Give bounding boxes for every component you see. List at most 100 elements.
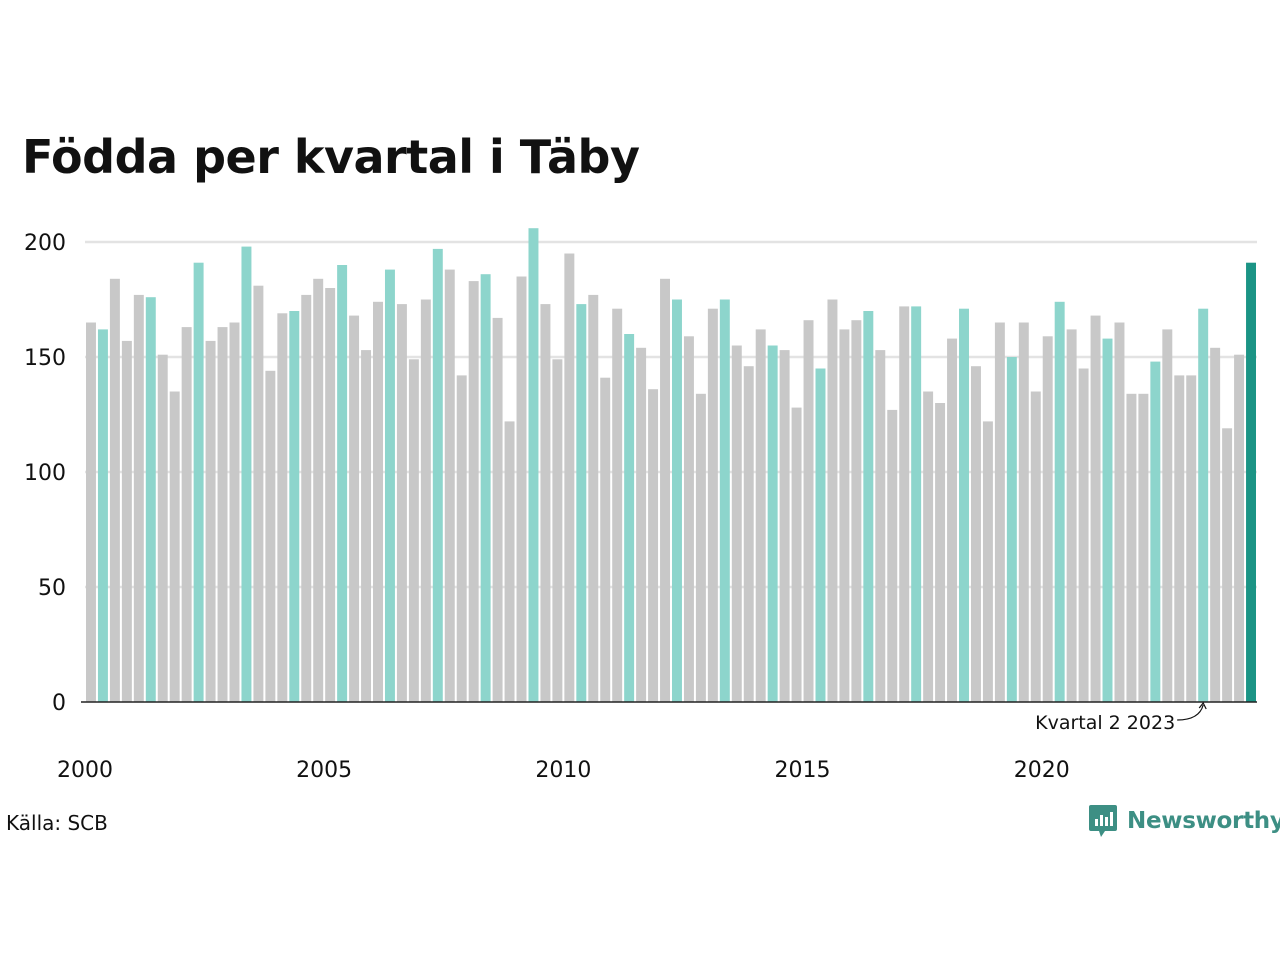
bar [935,403,946,702]
bar [277,313,288,702]
bars [86,228,1256,702]
bar [420,299,431,702]
bar [1090,315,1101,702]
bar [349,315,360,702]
bar [373,301,383,702]
bar [970,366,981,702]
x-tick-label: 2015 [775,758,831,783]
bar [241,246,252,702]
brand-logo[interactable]: Newsworthy [1088,804,1280,838]
bar [1102,338,1113,702]
annotation-label: Kvartal 2 2023 [1035,712,1175,734]
bar [947,338,958,702]
bar [408,359,419,702]
bar [1234,354,1245,702]
bar [169,391,180,702]
bar [707,308,718,702]
bar [145,297,156,702]
newsworthy-logo-icon [1089,805,1117,837]
bar [432,248,443,702]
bar [1246,262,1256,702]
bar [731,345,742,702]
bar [217,327,228,702]
bar [1018,322,1029,702]
annotation-arrow [1177,704,1204,721]
x-tick-label: 2010 [535,758,591,783]
bar [1186,375,1197,702]
bar [325,288,336,702]
bar [86,322,96,702]
bar [253,285,264,702]
bar [827,299,838,702]
bar [229,322,240,702]
bar [492,317,503,702]
bar [564,253,575,702]
bar [289,311,300,702]
bar [875,350,886,702]
bar [624,334,635,702]
bar [361,350,372,702]
bar [157,354,168,702]
bar [193,262,204,702]
bar [588,294,599,702]
bar [695,393,706,702]
bar [1042,336,1053,702]
bar [528,228,539,702]
bar [636,347,647,702]
bar [851,320,862,702]
bar [1210,347,1221,702]
bar [504,421,515,702]
bar [600,377,611,702]
bar [313,278,324,702]
bar [301,294,312,702]
bar [1066,329,1077,702]
x-tick-label: 2005 [296,758,352,783]
bar [337,265,348,702]
bar [923,391,934,702]
bar [779,350,790,702]
bar [887,409,898,702]
brand-name: Newsworthy [1127,808,1280,834]
bar [133,294,144,702]
bar [982,421,993,702]
bar [959,308,969,702]
bar [1222,428,1233,702]
bar [552,359,563,702]
bar [660,278,670,702]
bar [839,329,850,702]
bar [791,407,802,702]
bar [719,299,730,702]
bar [767,345,778,702]
x-tick-label: 2000 [57,758,113,783]
y-tick-label: 50 [38,576,66,601]
bar [109,278,120,702]
bar [1138,393,1149,702]
bar [1174,375,1185,702]
bar [1126,393,1137,702]
bar [743,366,754,702]
bar [444,269,455,702]
bar [994,322,1005,702]
bar [181,327,192,702]
bar [1150,361,1161,702]
y-tick-label: 200 [24,231,66,256]
x-tick-label: 2020 [1014,758,1070,783]
bar [468,281,479,702]
bar [672,299,682,702]
y-tick-label: 100 [24,461,66,486]
bar [265,370,276,702]
bar [1114,322,1125,702]
bar [1030,391,1041,702]
bar [540,304,551,702]
bar [755,329,766,702]
bar [97,329,108,702]
axes: 0 50 100 150 200 2000 2005 2010 2015 2020 [24,231,1257,783]
chart-title: Födda per kvartal i Täby [22,130,640,184]
bar [121,340,132,702]
bar [803,320,814,702]
bar [1078,368,1089,702]
y-tick-label: 150 [24,346,66,371]
bar [516,276,527,702]
bar [576,304,587,702]
